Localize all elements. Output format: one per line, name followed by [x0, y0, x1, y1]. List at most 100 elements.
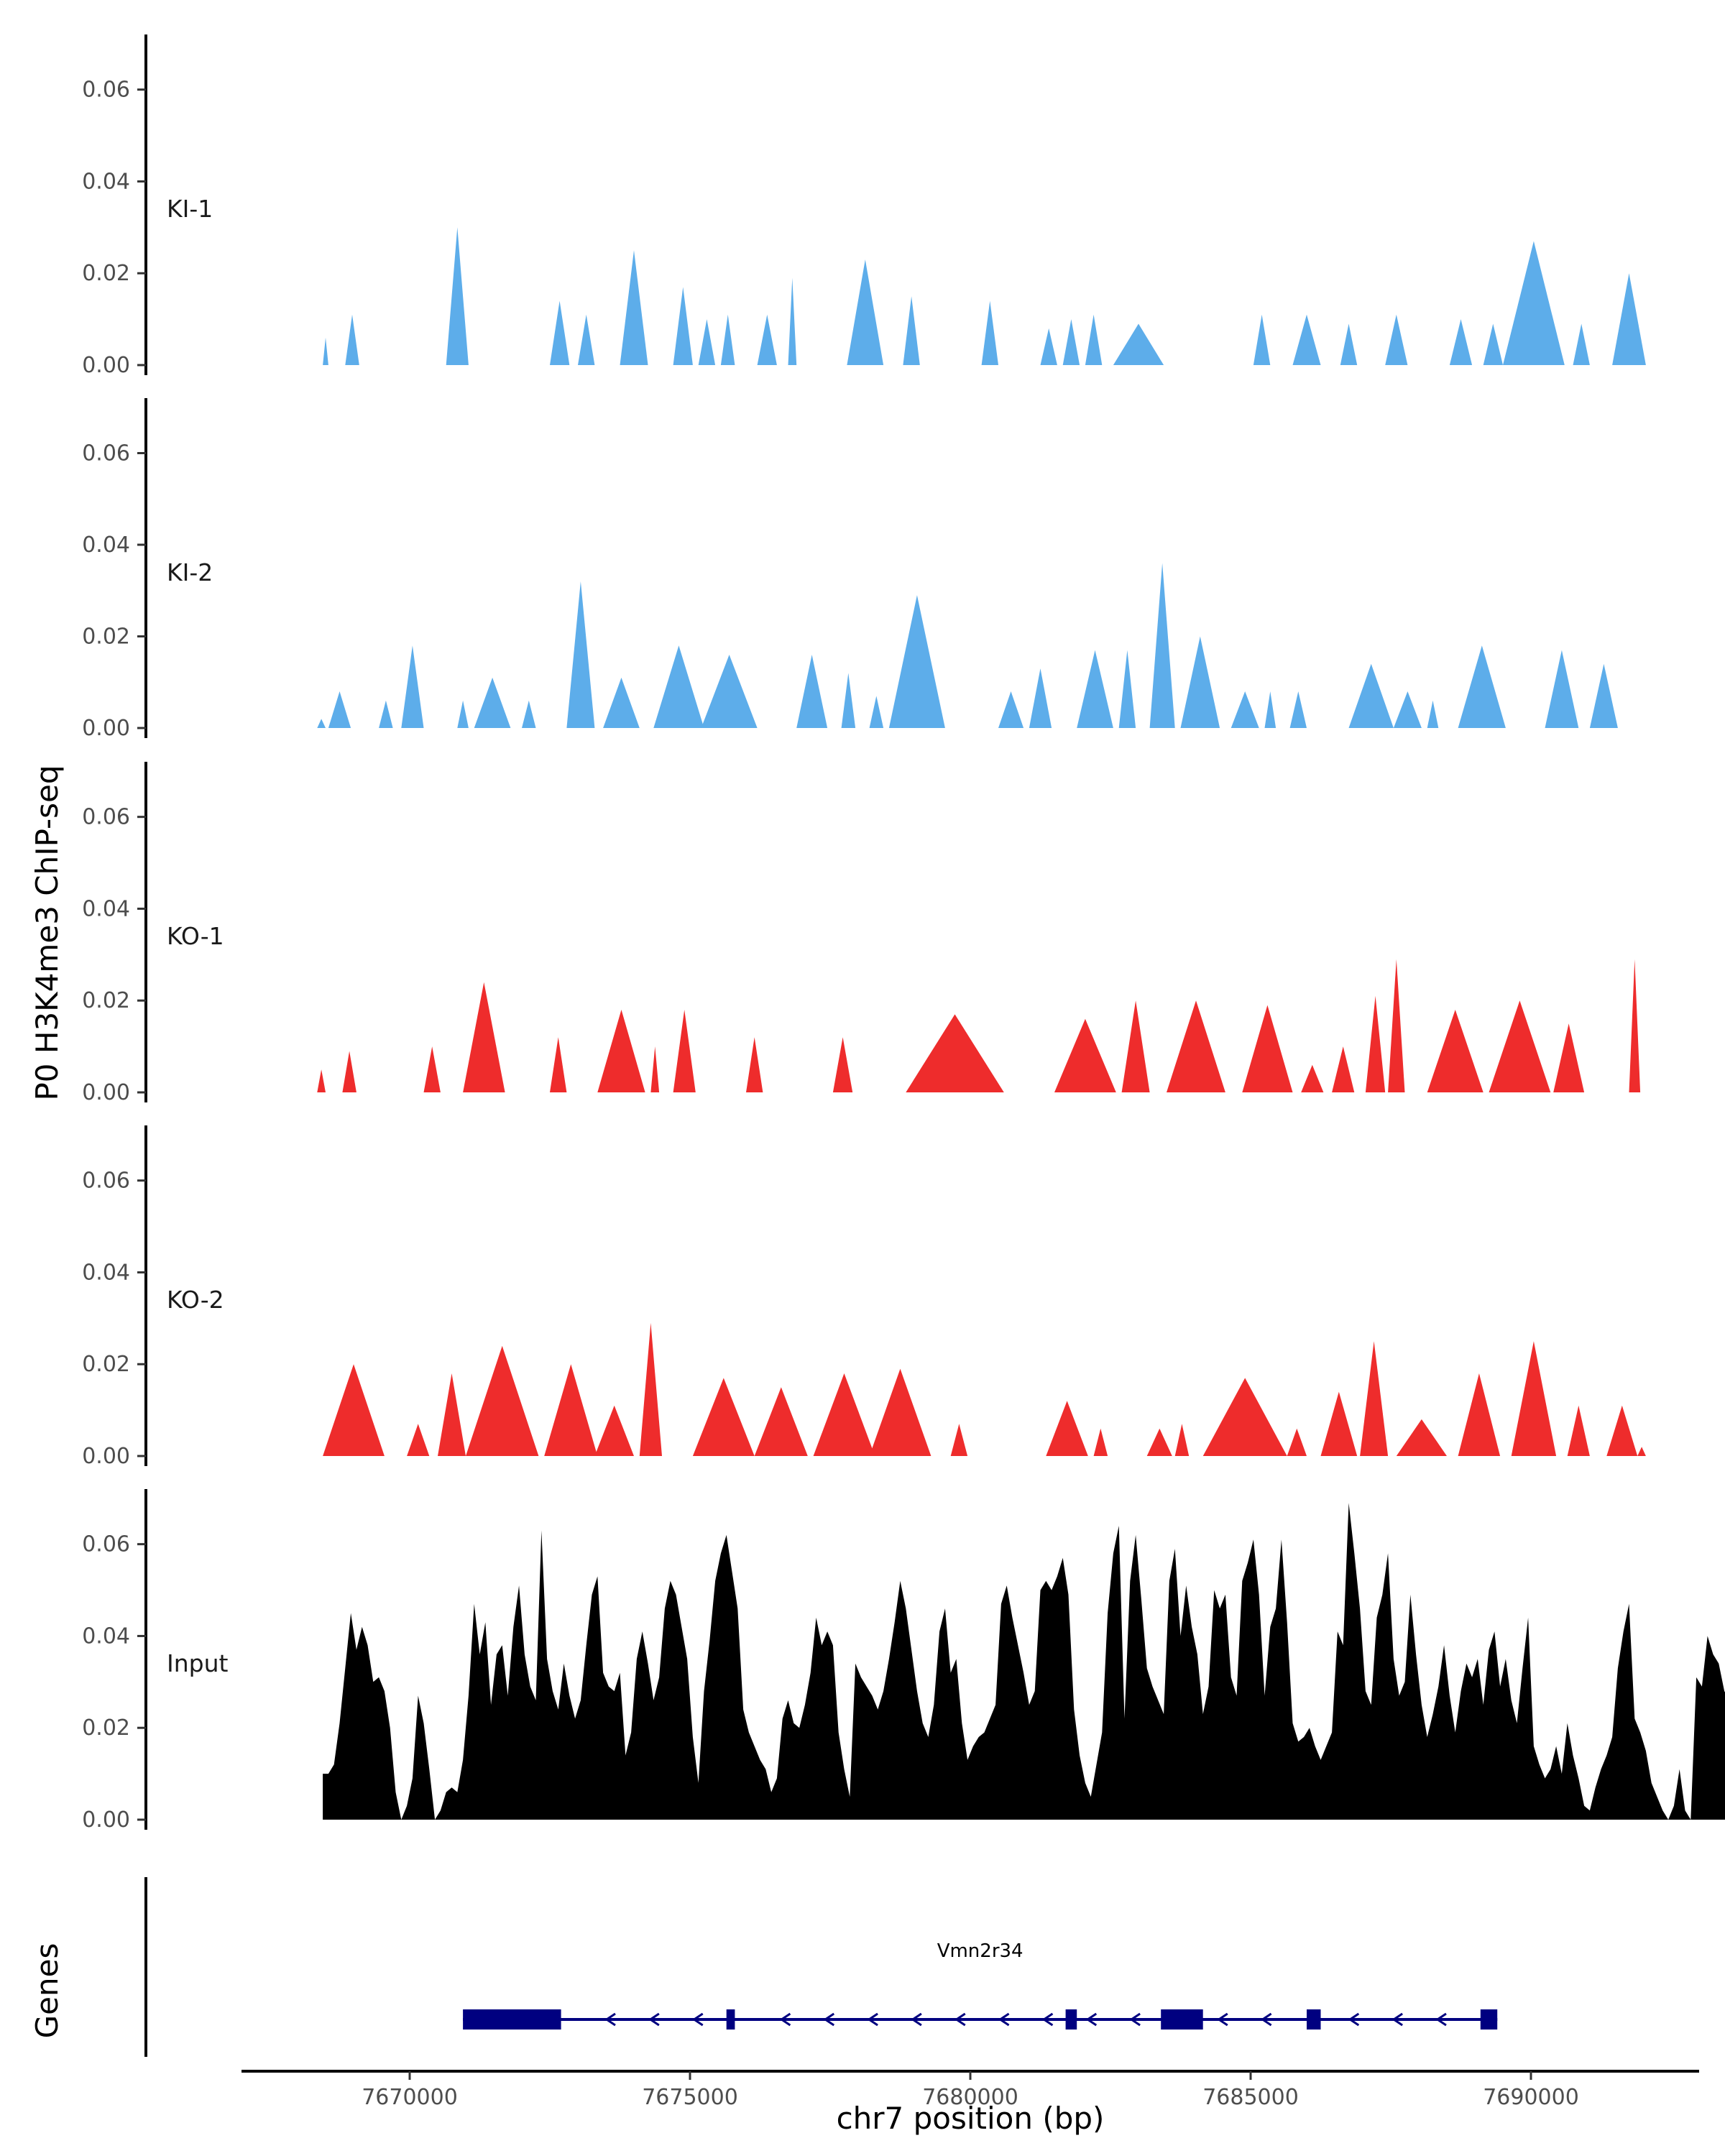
peak	[673, 1010, 696, 1092]
peak	[1167, 1000, 1225, 1092]
peak	[1202, 1378, 1287, 1456]
strand-arrow	[823, 2012, 835, 2027]
peak	[345, 314, 359, 365]
peak	[379, 700, 393, 728]
peak	[1589, 663, 1618, 728]
peak	[998, 691, 1024, 728]
y-tick-label: 0.00	[82, 716, 130, 741]
gene-exon	[1065, 2009, 1077, 2030]
peak	[888, 595, 945, 728]
strand-arrow	[998, 2012, 1010, 2027]
peak	[1292, 314, 1321, 365]
peak	[522, 700, 536, 728]
x-axis-title: chr7 position (bp)	[837, 2101, 1105, 2136]
gene-exon	[463, 2009, 561, 2030]
strand-arrow	[1260, 2012, 1272, 2027]
peak	[1573, 323, 1590, 365]
x-tick-label: 7675000	[642, 2085, 738, 2110]
peak	[788, 277, 797, 365]
genes-panel: Vmn2r34	[144, 1877, 1498, 2057]
peak	[650, 1046, 660, 1092]
peak	[1545, 650, 1579, 728]
peak	[1062, 319, 1080, 365]
strand-arrow	[1392, 2012, 1403, 2027]
signal-area	[323, 1503, 1725, 1820]
peak	[463, 982, 505, 1092]
peak	[1503, 241, 1565, 365]
gene-exon	[1480, 2009, 1498, 2030]
peak	[323, 1364, 385, 1456]
track-ki-1: 0.00 0.02 0.04 0.06 KI-1	[82, 34, 1646, 378]
peak	[1393, 691, 1422, 728]
peak	[903, 296, 920, 365]
track-ko-1: 0.00 0.02 0.04 0.06 KO-1	[82, 762, 1641, 1105]
y-tick-label: 0.04	[82, 169, 130, 194]
peak	[603, 677, 640, 728]
peak	[457, 700, 469, 728]
track-ko-2: 0.00 0.02 0.04 0.06 KO-2	[82, 1125, 1646, 1469]
peak	[566, 581, 595, 728]
peak	[1077, 650, 1113, 728]
x-tick-label: 7680000	[922, 2085, 1018, 2110]
peak	[317, 719, 326, 728]
peak	[1612, 273, 1646, 365]
strand-arrow	[648, 2012, 660, 2027]
peak	[1637, 1447, 1646, 1456]
peak	[1567, 1405, 1590, 1456]
peak	[474, 677, 511, 728]
strand-arrow	[1435, 2012, 1447, 2027]
y-tick-label: 0.02	[82, 988, 130, 1013]
track-label: KO-1	[167, 922, 224, 950]
y-tick-label: 0.06	[82, 78, 130, 103]
peak	[950, 1424, 968, 1456]
peak	[466, 1345, 539, 1456]
y-tick-label: 0.00	[82, 1807, 130, 1833]
track-panels: 0.00 0.02 0.04 0.06 KI-1 0.00 0.02 0.04 0.06 KI-2…	[82, 34, 1725, 1833]
peak	[746, 1037, 763, 1092]
y-tick-label: 0.00	[82, 1444, 130, 1469]
peak	[594, 1405, 634, 1456]
y-tick-label: 0.06	[82, 805, 130, 830]
peak	[446, 227, 469, 365]
peak	[1301, 1064, 1324, 1092]
peak	[544, 1364, 598, 1456]
peak	[1396, 1419, 1447, 1456]
peak	[1458, 1373, 1501, 1456]
y-tick-label: 0.04	[82, 1260, 130, 1285]
peak	[1287, 1428, 1307, 1456]
peak	[317, 1069, 326, 1092]
peak	[1427, 700, 1439, 728]
peak	[1085, 314, 1103, 365]
track-label: KO-2	[167, 1286, 224, 1314]
gene-exon	[1307, 2009, 1321, 2030]
peak	[550, 300, 570, 365]
peak	[423, 1046, 441, 1092]
peak	[1427, 1010, 1484, 1092]
strand-arrow	[604, 2012, 616, 2027]
y-tick-label: 0.02	[82, 261, 130, 286]
strand-arrow	[1348, 2012, 1360, 2027]
peak	[906, 1014, 1004, 1092]
peak	[407, 1424, 430, 1456]
peak	[1046, 1401, 1088, 1456]
peak	[754, 1387, 808, 1456]
strand-arrow	[867, 2012, 878, 2027]
track-label: Input	[167, 1649, 229, 1677]
peak	[1606, 1405, 1638, 1456]
peak	[698, 319, 716, 365]
peak	[1264, 691, 1276, 728]
y-tick-label: 0.02	[82, 1715, 130, 1741]
y-tick-label: 0.02	[82, 1352, 130, 1377]
genes-axis-title: Genes	[29, 1943, 65, 2039]
peak	[1320, 1391, 1358, 1456]
x-axis: 7670000 7675000 7680000 7685000 7690000	[242, 2070, 1699, 2110]
peak	[832, 1037, 853, 1092]
y-tick-label: 0.00	[82, 353, 130, 378]
peak	[841, 673, 856, 728]
peak	[1511, 1341, 1557, 1456]
peak	[1388, 959, 1405, 1092]
peak	[692, 1378, 755, 1456]
peak	[1365, 995, 1386, 1092]
peak	[1149, 563, 1175, 728]
peak	[1348, 663, 1394, 728]
